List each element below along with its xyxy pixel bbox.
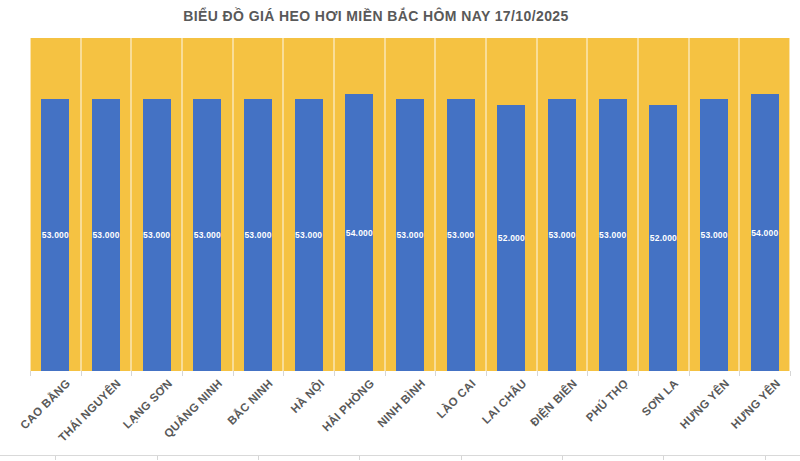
- bar-value-label: 53.000: [700, 230, 727, 240]
- category-column: 53.000: [132, 38, 183, 371]
- x-axis-label: HẢI PHÒNG: [320, 377, 376, 433]
- category-column: 54.000: [335, 38, 386, 371]
- axis-tick: [790, 371, 791, 376]
- x-axis-label: HƯNG YÊN: [678, 377, 732, 431]
- bar-lào-cai: 53.000: [447, 99, 475, 371]
- bar-lạng-sơn: 53.000: [143, 99, 171, 371]
- category-column: 53.000: [538, 38, 589, 371]
- plot-area: 53.000 53.000 53.000 53.000 53.000 53.000 54.0…: [30, 38, 790, 371]
- bar-phú-thọ: 53.000: [599, 99, 627, 371]
- bar-value-label: 53.000: [295, 230, 322, 240]
- bar-sơn-la: 52.000: [649, 105, 677, 371]
- x-axis-label: HƯNG YÊN: [728, 377, 782, 431]
- bar-quảng-ninh: 53.000: [193, 99, 221, 371]
- category-column: 53.000: [588, 38, 639, 371]
- bar-value-label: 53.000: [548, 230, 575, 240]
- bottom-tick: [359, 456, 360, 460]
- bar-hà-nội: 53.000: [295, 99, 323, 371]
- category-column: 53.000: [183, 38, 234, 371]
- x-axis-label: LẠNG SƠN: [120, 377, 174, 431]
- bar-value-label: 53.000: [143, 230, 170, 240]
- bottom-rule: [0, 455, 800, 456]
- bottom-tick: [55, 456, 56, 460]
- x-axis-label: SƠN LA: [640, 377, 681, 418]
- axis-tick: [689, 371, 690, 376]
- x-axis-label: HÀ NỘI: [288, 377, 326, 415]
- bar-value-label: 53.000: [244, 230, 271, 240]
- category-column: 53.000: [284, 38, 335, 371]
- category-column: 54.000: [740, 38, 789, 371]
- bar-value-label: 53.000: [92, 230, 119, 240]
- bottom-tick: [663, 456, 664, 460]
- x-axis-label: NINH BÌNH: [375, 377, 427, 429]
- axis-tick: [81, 371, 82, 376]
- category-column: 53.000: [690, 38, 741, 371]
- axis-tick: [739, 371, 740, 376]
- axis-tick: [233, 371, 234, 376]
- axis-tick: [486, 371, 487, 376]
- bar-thái-nguyên: 53.000: [92, 99, 120, 371]
- x-axis-label: BẮC NINH: [226, 377, 276, 427]
- axis-tick: [334, 371, 335, 376]
- axis-tick: [587, 371, 588, 376]
- axis-tick: [30, 371, 31, 376]
- bottom-tick: [765, 456, 766, 460]
- category-column: 52.000: [639, 38, 690, 371]
- bar-điện-biên: 53.000: [548, 99, 576, 371]
- axis-tick: [131, 371, 132, 376]
- category-column: 53.000: [386, 38, 437, 371]
- bar-cao-bằng: 53.000: [41, 99, 69, 371]
- chart-title: BIỂU ĐỒ GIÁ HEO HƠI MIỀN BẮC HÔM NAY 17/…: [0, 8, 752, 24]
- axis-tick: [182, 371, 183, 376]
- bar-value-label: 53.000: [447, 230, 474, 240]
- bar-value-label: 53.000: [42, 230, 69, 240]
- axis-tick: [537, 371, 538, 376]
- bar-value-label: 52.000: [650, 233, 677, 243]
- bar-lai-châu: 52.000: [497, 105, 525, 371]
- x-axis-label: PHÚ THỌ: [584, 377, 631, 424]
- axis-tick: [283, 371, 284, 376]
- category-column: 53.000: [31, 38, 82, 371]
- x-axis-label: LÀO CAI: [435, 377, 478, 420]
- x-axis-label: ĐIỆN BIÊN: [528, 377, 580, 429]
- bar-value-label: 53.000: [194, 230, 221, 240]
- axis-tick: [638, 371, 639, 376]
- category-column: 53.000: [436, 38, 487, 371]
- bar-ninh-bình: 53.000: [396, 99, 424, 371]
- bar-hải-phòng: 54.000: [345, 94, 373, 371]
- category-column: 53.000: [234, 38, 285, 371]
- bottom-tick: [461, 456, 462, 460]
- axis-tick: [385, 371, 386, 376]
- bar-value-label: 54.000: [751, 228, 778, 238]
- bar-hưng-yên: 53.000: [700, 99, 728, 371]
- bottom-tick: [157, 456, 158, 460]
- category-column: 53.000: [82, 38, 133, 371]
- bar-value-label: 52.000: [498, 233, 525, 243]
- price-bar-chart: BIỂU ĐỒ GIÁ HEO HƠI MIỀN BẮC HÔM NAY 17/…: [0, 0, 800, 461]
- x-axis-label: LAI CHÂU: [480, 377, 529, 426]
- bar-value-label: 53.000: [599, 230, 626, 240]
- bar-bắc-ninh: 53.000: [244, 99, 272, 371]
- bar-value-label: 54.000: [346, 228, 373, 238]
- bar-value-label: 53.000: [396, 230, 423, 240]
- bar-hưng-yên: 54.000: [751, 94, 779, 371]
- bottom-tick: [562, 456, 563, 460]
- x-axis-label: CAO BẰNG: [18, 377, 72, 431]
- axis-tick: [435, 371, 436, 376]
- bottom-tick: [258, 456, 259, 460]
- category-column: 52.000: [487, 38, 538, 371]
